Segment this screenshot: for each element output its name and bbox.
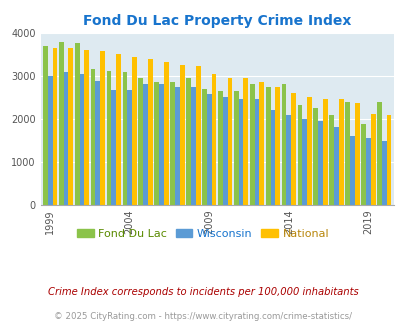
Bar <box>111 90 116 205</box>
Title: Fond Du Lac Property Crime Index: Fond Du Lac Property Crime Index <box>83 14 351 28</box>
Bar <box>259 82 264 205</box>
Bar <box>386 115 390 205</box>
Legend: Fond Du Lac, Wisconsin, National: Fond Du Lac, Wisconsin, National <box>72 225 333 244</box>
Bar <box>164 62 168 205</box>
Bar <box>75 43 79 205</box>
Bar <box>290 93 295 205</box>
Bar <box>107 71 111 205</box>
Bar <box>202 89 207 205</box>
Bar <box>143 84 148 205</box>
Bar <box>302 119 306 205</box>
Bar <box>90 70 95 205</box>
Bar <box>195 66 200 205</box>
Bar <box>381 141 386 205</box>
Bar <box>138 78 143 205</box>
Bar <box>127 90 132 205</box>
Bar <box>222 97 227 205</box>
Bar <box>84 50 89 205</box>
Bar <box>265 86 270 205</box>
Bar <box>159 84 164 205</box>
Bar <box>243 79 247 205</box>
Bar <box>175 86 179 205</box>
Bar <box>297 105 302 205</box>
Bar <box>95 81 100 205</box>
Bar <box>52 48 57 205</box>
Text: © 2025 CityRating.com - https://www.cityrating.com/crime-statistics/: © 2025 CityRating.com - https://www.city… <box>54 312 351 321</box>
Bar <box>100 50 105 205</box>
Bar <box>306 97 311 205</box>
Bar <box>148 59 152 205</box>
Bar <box>365 138 370 205</box>
Bar <box>154 82 159 205</box>
Bar <box>211 74 216 205</box>
Bar <box>275 87 279 205</box>
Bar <box>370 114 375 205</box>
Bar <box>344 102 349 205</box>
Bar <box>318 121 322 205</box>
Bar <box>349 136 354 205</box>
Bar <box>254 99 259 205</box>
Bar <box>170 82 175 205</box>
Bar <box>59 42 64 205</box>
Bar <box>122 72 127 205</box>
Bar <box>116 54 121 205</box>
Bar <box>233 91 238 205</box>
Bar <box>249 83 254 205</box>
Text: Crime Index corresponds to incidents per 100,000 inhabitants: Crime Index corresponds to incidents per… <box>47 287 358 297</box>
Bar <box>328 115 333 205</box>
Bar <box>132 57 136 205</box>
Bar <box>43 46 48 205</box>
Bar <box>68 49 73 205</box>
Bar <box>79 74 84 205</box>
Bar <box>286 115 290 205</box>
Bar <box>238 99 243 205</box>
Bar <box>322 99 327 205</box>
Bar <box>190 86 195 205</box>
Bar <box>354 103 359 205</box>
Bar <box>376 102 381 205</box>
Bar <box>270 110 275 205</box>
Bar <box>333 127 338 205</box>
Bar <box>313 108 318 205</box>
Bar <box>179 65 184 205</box>
Bar <box>227 78 232 205</box>
Bar <box>186 78 190 205</box>
Bar <box>281 83 286 205</box>
Bar <box>360 124 365 205</box>
Bar <box>64 72 68 205</box>
Bar <box>207 94 211 205</box>
Bar <box>338 99 343 205</box>
Bar <box>217 91 222 205</box>
Bar <box>48 76 52 205</box>
